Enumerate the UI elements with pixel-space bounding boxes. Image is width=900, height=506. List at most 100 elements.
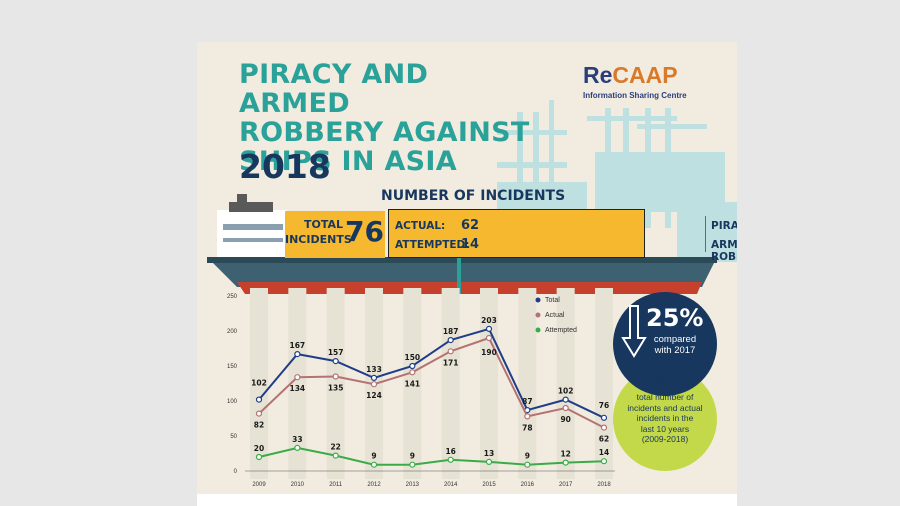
data-point — [447, 456, 454, 463]
title-line-1: PIRACY AND ARMED — [239, 59, 429, 119]
y-tick-label: 200 — [227, 329, 238, 335]
change-description: compared with 2017 — [645, 334, 705, 356]
lowest-description: total number of incidents and actual inc… — [621, 392, 709, 445]
total-label-line-1: TOTAL — [303, 218, 343, 231]
data-point — [600, 414, 608, 421]
chart-column-band — [518, 288, 537, 479]
data-point — [370, 461, 378, 468]
logo-subtitle: Information Sharing Centre — [583, 91, 687, 100]
x-tick-label: 2013 — [406, 482, 420, 488]
lowest-line-5: (2009-2018) — [641, 434, 689, 444]
legend-label: Total — [545, 297, 560, 304]
data-label-actual: 134 — [290, 384, 306, 393]
data-point — [255, 453, 263, 461]
data-label-actual: 190 — [481, 348, 497, 357]
data-point — [485, 325, 493, 332]
change-percent: 25% — [646, 304, 704, 332]
data-point — [562, 459, 569, 466]
ship-illustration — [207, 194, 717, 294]
x-tick-label: 2009 — [252, 482, 266, 488]
data-label-attempted: 9 — [525, 452, 530, 461]
incident-breakdown-box: ACTUAL: 62 ATTEMPTED: 14 PIRACY: 4 ARMED… — [388, 209, 737, 263]
data-label-total: 203 — [481, 316, 497, 325]
data-label-actual: 78 — [522, 423, 532, 432]
actual-value: 62 — [461, 218, 480, 233]
chart-column-band — [480, 288, 498, 479]
data-label-total: 102 — [251, 379, 267, 388]
data-point — [370, 374, 378, 381]
chart-column-band — [326, 288, 345, 479]
data-label-total: 187 — [443, 327, 459, 336]
x-tick-label: 2015 — [482, 482, 496, 488]
data-point — [524, 461, 531, 468]
data-label-actual: 62 — [599, 435, 609, 444]
legend-marker — [535, 312, 541, 318]
y-tick-label: 0 — [234, 469, 238, 475]
data-label-actual: 90 — [560, 415, 570, 424]
bottom-strip — [197, 494, 737, 506]
legend-marker — [535, 297, 541, 303]
change-text-line-1: compared — [653, 334, 697, 345]
data-point — [409, 369, 416, 376]
data-label-attempted: 9 — [371, 452, 376, 461]
data-point — [600, 424, 608, 431]
breakdown-divider — [705, 216, 706, 252]
change-text-line-2: with 2017 — [654, 345, 696, 356]
lowest-title: LOWEST — [634, 374, 696, 389]
data-point — [447, 348, 454, 355]
data-label-attempted: 16 — [445, 447, 455, 456]
data-point — [294, 351, 301, 358]
total-label-line-2: INCIDENTS — [285, 233, 352, 246]
chart-column-band — [250, 288, 268, 479]
data-point — [294, 444, 301, 451]
lowest-line-3: incidents in the — [636, 413, 694, 423]
data-point — [562, 396, 569, 403]
port-cranes-illustration — [497, 100, 737, 262]
data-label-attempted: 20 — [254, 444, 264, 453]
y-tick-label: 250 — [227, 294, 238, 300]
legend-marker — [535, 327, 541, 333]
total-label: TOTAL INCIDENTS — [285, 217, 352, 247]
attempted-label: ATTEMPTED: — [395, 239, 470, 251]
data-label-attempted: 9 — [410, 452, 415, 461]
recaap-logo: ReCAAP — [583, 62, 678, 89]
data-label-attempted: 22 — [330, 443, 340, 452]
attempted-value: 14 — [461, 237, 480, 252]
logo-text-accent: CAAP — [612, 62, 678, 88]
title-line-2: ROBBERY AGAINST — [239, 117, 530, 148]
down-arrow-icon — [621, 305, 647, 358]
data-point — [255, 410, 263, 417]
data-point — [524, 413, 531, 420]
x-tick-label: 2010 — [291, 482, 305, 488]
data-label-total: 102 — [558, 387, 574, 396]
data-point — [370, 381, 378, 388]
logo-text-main: Re — [583, 62, 613, 88]
data-point — [485, 334, 493, 342]
x-tick-label: 2014 — [444, 482, 458, 488]
lowest-line-2: incidents and actual — [627, 402, 703, 413]
data-point — [332, 358, 339, 365]
data-label-attempted: 33 — [292, 435, 302, 444]
data-point — [332, 373, 339, 380]
chart-column-band — [595, 288, 613, 479]
data-label-actual: 82 — [254, 421, 264, 430]
chart-column-band — [288, 288, 307, 479]
data-label-total: 150 — [405, 353, 421, 362]
legend-label: Attempted — [545, 327, 577, 334]
poster-title: PIRACY AND ARMED ROBBERY AGAINST SHIPS I… — [239, 60, 539, 176]
data-point — [562, 404, 569, 412]
lowest-line-4: last 10 years — [640, 423, 690, 434]
chart-column-band — [556, 288, 575, 479]
title-line-3: SHIPS IN ASIA — [239, 146, 457, 177]
poster-year: 2018 — [239, 147, 331, 186]
series-line-actual — [258, 336, 605, 429]
data-point — [600, 458, 608, 465]
data-point — [485, 458, 493, 465]
data-label-total: 157 — [328, 348, 344, 357]
data-point — [409, 461, 416, 468]
data-label-total: 87 — [522, 397, 532, 406]
legend-label: Actual — [545, 312, 565, 319]
data-point — [294, 374, 301, 381]
x-tick-label: 2012 — [367, 482, 381, 488]
